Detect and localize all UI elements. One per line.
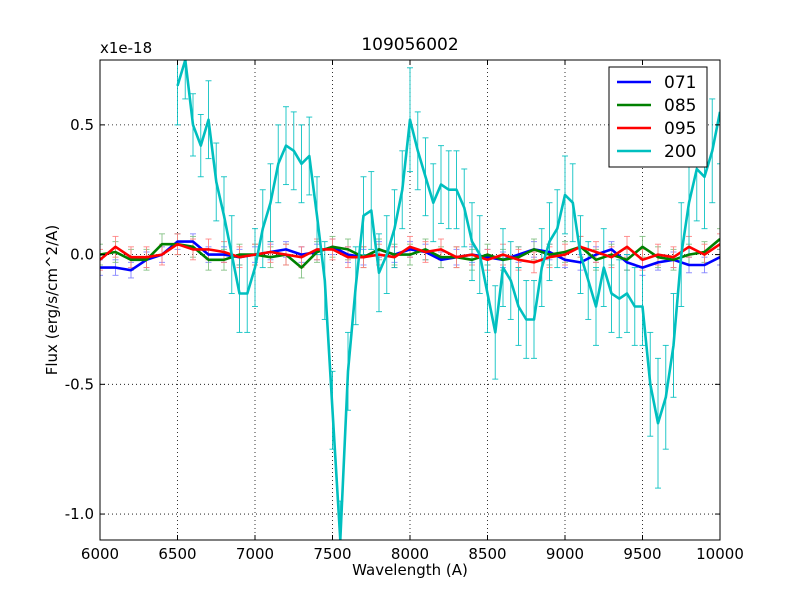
- x-tick-label: 10000: [696, 545, 744, 563]
- legend-label-200: 200: [664, 142, 696, 162]
- legend-label-071: 071: [664, 73, 696, 93]
- x-tick-label: 8500: [468, 545, 506, 563]
- y-tick-label: -1.0: [65, 505, 94, 523]
- x-tick-label: 6500: [158, 545, 196, 563]
- y-tick-label: 0.5: [70, 116, 94, 134]
- x-axis-ticks: 6000 6500 7000 7500 8000 8500 9000 9500 10000: [81, 60, 744, 563]
- y-offset-text: x1e-18: [100, 39, 152, 57]
- series-200-line: [176, 60, 720, 540]
- x-tick-label: 8000: [391, 545, 429, 563]
- y-axis-label: Flux (erg/s/cm^2/A): [43, 225, 61, 376]
- x-tick-label: 9000: [546, 545, 584, 563]
- x-tick-label: 7000: [236, 545, 274, 563]
- x-axis-label: Wavelength (A): [352, 561, 468, 579]
- y-tick-label: 0.0: [70, 246, 94, 264]
- legend-label-085: 085: [664, 96, 696, 116]
- x-tick-label: 7500: [313, 545, 351, 563]
- series-lines: [100, 60, 720, 540]
- series-085-line: [100, 238, 720, 269]
- y-tick-label: -0.5: [65, 375, 94, 393]
- x-tick-label: 9500: [623, 545, 661, 563]
- series-095-line: [100, 242, 720, 264]
- legend-label-095: 095: [664, 119, 696, 139]
- y-axis-ticks: -1.0 -0.5 0.0 0.5: [65, 116, 720, 523]
- x-tick-label: 6000: [81, 545, 119, 563]
- chart-title: 109056002: [361, 35, 458, 55]
- error-bars: [100, 60, 720, 540]
- legend: 071 085 095 200: [608, 66, 708, 168]
